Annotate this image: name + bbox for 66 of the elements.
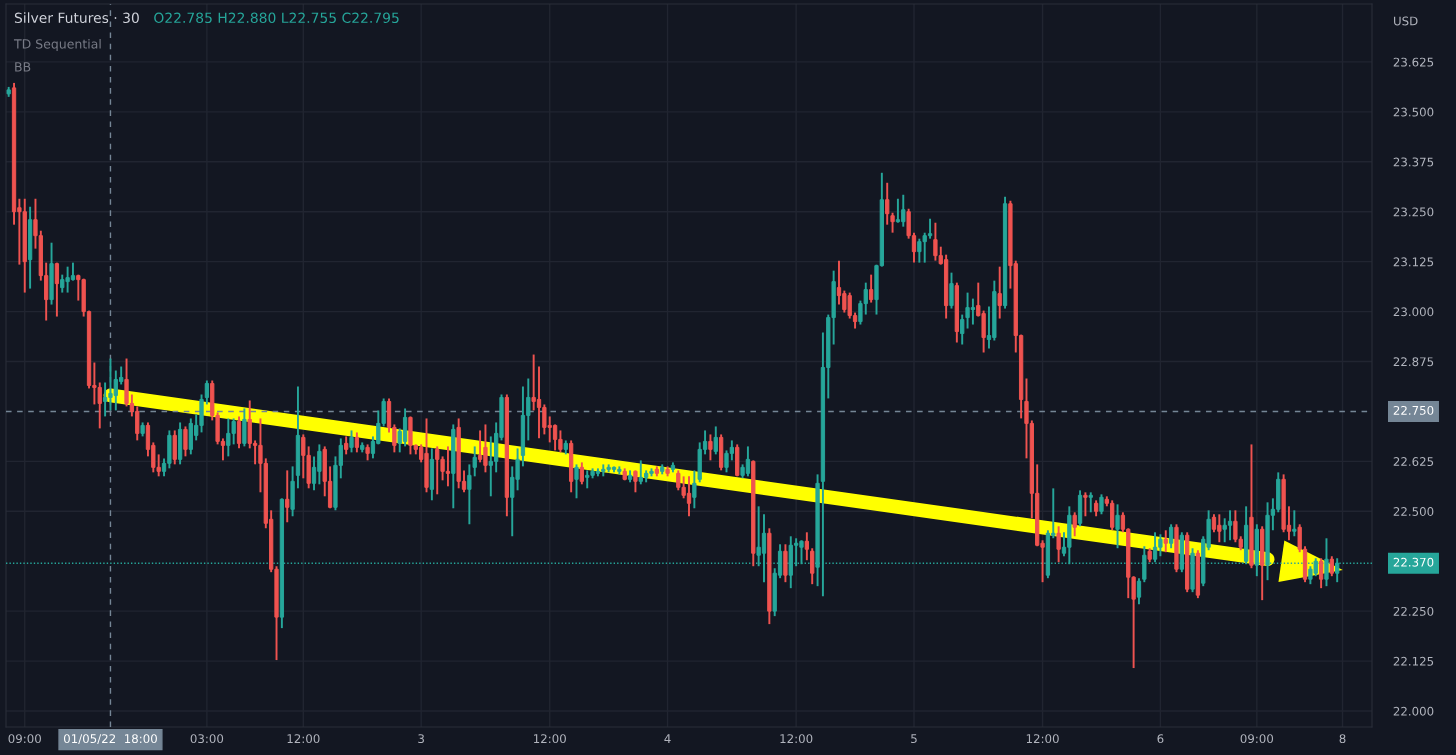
x-tick-label: 12:00 bbox=[287, 734, 320, 744]
candlestick bbox=[349, 430, 354, 453]
candlestick bbox=[1292, 510, 1297, 537]
x-tick-label: 8 bbox=[1339, 734, 1346, 744]
x-tick-label: 09:00 bbox=[8, 734, 41, 744]
y-tick-label: 23.250 bbox=[1393, 207, 1434, 217]
candlestick bbox=[1163, 530, 1168, 553]
candlestick bbox=[885, 182, 890, 225]
candlestick bbox=[467, 464, 472, 525]
candlestick bbox=[949, 272, 954, 309]
x-tick-label: 01/05/22 18:00 bbox=[63, 734, 157, 745]
y-tick-label: 23.000 bbox=[1393, 307, 1434, 317]
candlestick bbox=[804, 532, 809, 561]
candlestick bbox=[1136, 578, 1142, 605]
y-tick-label: 22.000 bbox=[1393, 706, 1434, 716]
candlestick bbox=[172, 430, 177, 465]
y-tick-label: 22.500 bbox=[1393, 507, 1434, 516]
x-tick-label: 3 bbox=[418, 734, 424, 744]
y-tick-label: 22.125 bbox=[1393, 656, 1434, 666]
candlestick bbox=[960, 314, 965, 345]
candlestick bbox=[713, 426, 718, 455]
x-tick-label: 12:00 bbox=[780, 734, 813, 744]
candlestick bbox=[285, 470, 290, 523]
x-tick-label: 03:00 bbox=[190, 734, 224, 744]
candlestick bbox=[810, 548, 815, 585]
candlestick bbox=[236, 416, 242, 449]
candlestick bbox=[574, 464, 579, 499]
ref-line-label: 22.750 bbox=[1393, 405, 1434, 415]
candlestick bbox=[1083, 492, 1088, 517]
candlestick bbox=[783, 544, 788, 583]
candlestick bbox=[1072, 512, 1077, 537]
candlestick bbox=[633, 470, 638, 493]
candlestick bbox=[1168, 524, 1174, 549]
y-tick-label: 22.250 bbox=[1393, 606, 1434, 616]
y-tick-label: 23.125 bbox=[1393, 257, 1434, 267]
chart-title: Silver Futures · 30 bbox=[14, 12, 139, 24]
x-tick-label: 12:00 bbox=[1026, 734, 1059, 744]
candlestick bbox=[708, 434, 713, 461]
y-tick-label: 22.875 bbox=[1393, 357, 1434, 367]
candlestick bbox=[242, 408, 247, 447]
candlestick bbox=[692, 470, 697, 509]
candlestick bbox=[868, 274, 874, 303]
candlestick bbox=[204, 380, 210, 405]
candlestick bbox=[997, 266, 1002, 319]
candlestick bbox=[1088, 492, 1093, 513]
x-tick-label: 5 bbox=[911, 734, 917, 744]
candlestick bbox=[1318, 558, 1324, 589]
candlestick bbox=[183, 426, 188, 457]
candlestick bbox=[472, 446, 477, 477]
candlestick bbox=[54, 262, 60, 317]
x-tick-label: 12:00 bbox=[534, 734, 566, 744]
candlestick bbox=[1115, 504, 1120, 549]
y-tick-label: 23.625 bbox=[1393, 57, 1434, 67]
x-tick-label: 09:00 bbox=[1240, 734, 1274, 744]
annotation: TD Sequential bbox=[13, 38, 101, 52]
text: USD bbox=[1394, 16, 1418, 26]
ref-line-label: 22.370 bbox=[1393, 557, 1434, 567]
candlestick bbox=[579, 462, 585, 485]
y-tick-label: 23.500 bbox=[1393, 107, 1434, 117]
y-tick-label: 22.625 bbox=[1393, 457, 1434, 467]
y-tick-label: 23.375 bbox=[1393, 157, 1434, 167]
annotation: BB bbox=[15, 62, 31, 72]
annotation: O22.785 H22.880 L22.755 C22.795 bbox=[154, 12, 399, 24]
x-tick-label: 6 bbox=[1157, 734, 1164, 744]
x-tick-label: 4 bbox=[664, 734, 671, 743]
candlestick bbox=[1056, 526, 1061, 563]
